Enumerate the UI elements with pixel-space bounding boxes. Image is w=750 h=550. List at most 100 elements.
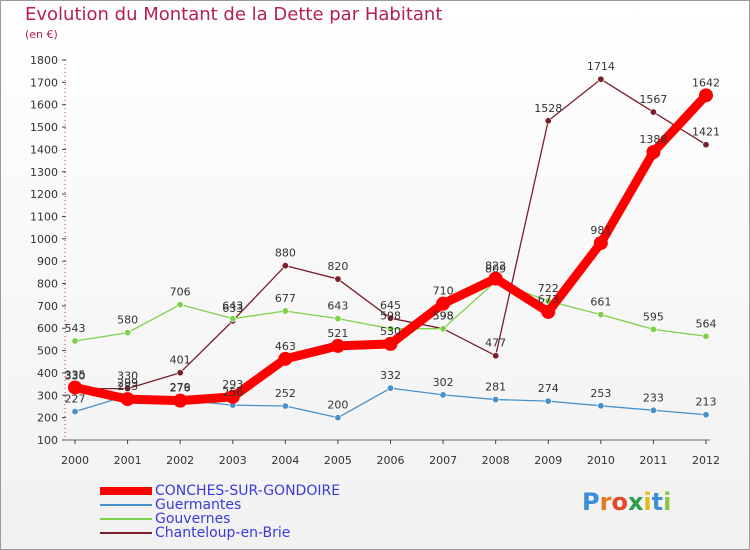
- data-label-0: 276: [170, 382, 191, 395]
- data-label-2: 643: [327, 300, 348, 313]
- x-tick-label: 2010: [587, 454, 615, 467]
- data-point-0: [593, 236, 608, 251]
- data-label-1: 302: [433, 376, 454, 389]
- data-label-2: 564: [696, 317, 717, 330]
- data-label-2: 580: [117, 314, 138, 327]
- data-label-3: 880: [275, 247, 296, 260]
- data-point-0: [225, 389, 240, 404]
- data-point-0: [383, 336, 398, 351]
- data-label-2: 661: [590, 296, 611, 309]
- data-label-0: 673: [538, 293, 559, 306]
- x-tick-label: 2009: [534, 454, 562, 467]
- data-point-2: [176, 301, 184, 309]
- data-point-3: [281, 262, 289, 270]
- data-point-1: [544, 397, 552, 405]
- data-point-2: [124, 329, 132, 337]
- data-label-3: 645: [380, 299, 401, 312]
- data-label-0: 710: [433, 285, 454, 298]
- data-point-1: [702, 411, 710, 419]
- data-point-1: [492, 396, 500, 404]
- data-label-3: 1714: [587, 60, 615, 73]
- legend-swatch: [100, 504, 152, 506]
- x-tick-label: 2006: [377, 454, 405, 467]
- proxiti-logo: Proxiti: [582, 488, 671, 516]
- data-label-2: 598: [380, 310, 401, 323]
- y-tick-label: 1700: [30, 76, 58, 89]
- data-point-2: [334, 315, 342, 323]
- data-label-3: 330: [65, 370, 86, 383]
- data-label-3: 401: [170, 354, 191, 367]
- data-label-1: 299: [117, 377, 138, 390]
- data-label-2: 598: [433, 310, 454, 323]
- data-point-0: [330, 338, 345, 353]
- y-tick-label: 700: [37, 300, 58, 313]
- data-point-1: [597, 402, 605, 410]
- x-tick-label: 2008: [482, 454, 510, 467]
- data-label-0: 530: [380, 325, 401, 338]
- data-label-0: 1388: [639, 133, 667, 146]
- logo-letter: i: [663, 488, 672, 516]
- logo-letter: P: [582, 488, 600, 516]
- data-label-1: 200: [327, 399, 348, 412]
- data-label-2: 643: [222, 300, 243, 313]
- data-label-1: 253: [590, 387, 611, 400]
- legend-swatch: [100, 518, 152, 520]
- data-point-2: [649, 325, 657, 333]
- legend-swatch: [100, 487, 152, 495]
- data-label-0: 335: [65, 368, 86, 381]
- data-point-3: [544, 117, 552, 125]
- data-labels-layer: 335 283 276 293 463 521 530 710 822 673 981 1388 164…: [65, 60, 721, 411]
- data-label-0: 521: [327, 327, 348, 340]
- y-tick-label: 1000: [30, 233, 58, 246]
- data-label-2: 677: [275, 292, 296, 305]
- data-point-2: [439, 325, 447, 333]
- data-point-0: [173, 393, 188, 408]
- axes: 100 200 300 400 500 600 700 800 900 1000 1100 1200 1…: [30, 54, 720, 467]
- chart-subtitle: (en €): [25, 28, 58, 41]
- y-tick-label: 500: [37, 345, 58, 358]
- x-tick-label: 2000: [61, 454, 89, 467]
- data-point-3: [386, 314, 394, 322]
- logo-letter: o: [611, 488, 628, 516]
- data-label-0: 1642: [692, 76, 720, 89]
- x-tick-label: 2007: [429, 454, 457, 467]
- data-label-1: 233: [643, 391, 664, 404]
- y-tick-label: 200: [37, 412, 58, 425]
- data-label-1: 213: [696, 396, 717, 409]
- y-tick-label: 1300: [30, 166, 58, 179]
- data-label-2: 809: [485, 263, 506, 276]
- x-tick-label: 2011: [639, 454, 667, 467]
- data-point-2: [229, 315, 237, 323]
- data-point-0: [68, 380, 82, 395]
- data-label-0: 283: [117, 380, 138, 393]
- y-tick-label: 1400: [30, 143, 58, 156]
- x-tick-label: 2001: [114, 454, 142, 467]
- data-label-1: 227: [65, 393, 86, 406]
- data-label-2: 543: [65, 322, 86, 335]
- data-point-1: [386, 384, 394, 392]
- legend-label: Chanteloup-en-Brie: [155, 525, 291, 541]
- x-tick-label: 2005: [324, 454, 352, 467]
- data-label-3: 820: [327, 260, 348, 273]
- data-label-3: 1421: [692, 126, 720, 139]
- y-tick-label: 1200: [30, 188, 58, 201]
- y-tick-label: 900: [37, 255, 58, 268]
- chart-title: Evolution du Montant de la Dette par Hab…: [25, 4, 443, 25]
- legend-label: Gouvernes: [155, 511, 231, 527]
- data-point-2: [281, 307, 289, 315]
- data-point-3: [124, 385, 132, 393]
- data-label-3: 330: [117, 370, 138, 383]
- data-point-0: [541, 304, 556, 319]
- data-point-0: [646, 145, 661, 160]
- data-label-2: 706: [170, 286, 191, 299]
- y-tick-label: 600: [37, 322, 58, 335]
- logo-letter: t: [651, 488, 664, 516]
- y-tick-label: 1100: [30, 210, 58, 223]
- data-point-2: [71, 337, 79, 345]
- data-point-1: [649, 406, 657, 414]
- y-tick-label: 100: [37, 434, 58, 447]
- data-label-0: 981: [590, 224, 611, 237]
- data-label-0: 293: [222, 378, 243, 391]
- series-layer: [68, 75, 713, 422]
